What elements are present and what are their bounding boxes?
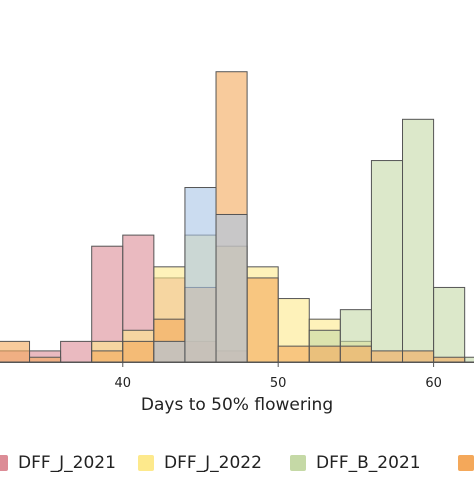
legend-label-2: DFF_J_2022 [164, 453, 262, 473]
bar-series4-bin3 [91, 350, 124, 363]
x-tick-label-2: 50 [270, 376, 287, 391]
bar-series3-bin5 [433, 286, 466, 363]
legend-swatch-4 [458, 455, 474, 471]
bar-series4-bin4 [122, 340, 155, 363]
legend-item-1: DFF_J_2021 [0, 452, 116, 474]
x-tick-label-1: 40 [115, 376, 132, 391]
bar-series3-bin4 [402, 118, 435, 363]
legend: DFF_J_2021 DFF_J_2022 DFF_B_2021 [0, 452, 474, 474]
legend-swatch-3 [290, 455, 306, 471]
bar-series4-bin13 [402, 350, 435, 363]
bar-series4-bin8 [246, 277, 279, 363]
bar-series4-bin2 [29, 356, 62, 363]
bar-series5-bin3 [215, 213, 248, 363]
legend-item-2: DFF_J_2022 [138, 452, 262, 474]
legend-label-3: DFF_B_2021 [316, 453, 421, 473]
bar-series4-bin1 [0, 340, 31, 363]
x-tick-label-3: 60 [425, 376, 442, 391]
legend-item-4 [458, 452, 474, 474]
legend-swatch-1 [0, 455, 8, 471]
legend-item-3: DFF_B_2021 [290, 452, 421, 474]
bar-series4-bin10 [308, 345, 341, 363]
bar-series4-bin11 [339, 345, 372, 363]
bar-series5-bin1 [153, 340, 186, 363]
bar-series4-bin14 [433, 356, 466, 363]
x-axis-label: Days to 50% flowering [140, 395, 334, 415]
bar-series4-bin12 [370, 350, 404, 363]
bar-series3-bin3 [370, 160, 404, 363]
legend-label-1: DFF_J_2021 [18, 453, 116, 473]
bar-series5-bin2 [184, 187, 217, 363]
bar-series1-bin3 [60, 340, 93, 363]
bar-series4-bin9 [277, 345, 310, 363]
legend-swatch-2 [138, 455, 154, 471]
bar-series3-bin6 [464, 356, 474, 363]
